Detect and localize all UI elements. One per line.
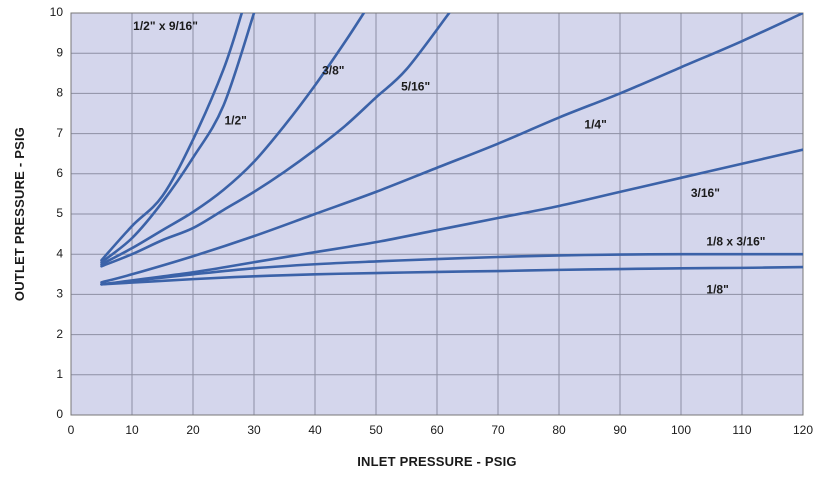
x-axis-title: INLET PRESSURE - PSIG xyxy=(357,454,517,469)
series-line-5 xyxy=(100,148,803,286)
y-tick-label: 8 xyxy=(56,86,63,100)
y-tick-label: 0 xyxy=(56,407,63,421)
x-tick-label: 100 xyxy=(671,423,691,437)
y-tick-label: 9 xyxy=(56,45,63,59)
series-line-4 xyxy=(100,13,803,284)
y-tick-label: 5 xyxy=(56,206,63,220)
x-tick-label: 120 xyxy=(793,423,813,437)
y-tick-label: 3 xyxy=(56,287,63,301)
series-line-7 xyxy=(100,265,803,286)
x-tick-label: 50 xyxy=(369,423,383,437)
series-label: 1/8 x 3/16" xyxy=(706,234,765,248)
x-tick-label: 80 xyxy=(552,423,566,437)
x-tick-label: 70 xyxy=(491,423,505,437)
series-label: 1/8" xyxy=(706,283,728,297)
series-line-6 xyxy=(100,252,803,286)
series-line-3 xyxy=(100,13,451,268)
x-tick-label: 90 xyxy=(613,423,627,437)
series-label: 1/2" x 9/16" xyxy=(133,19,198,33)
plot-frame xyxy=(70,12,804,416)
x-tick-label: 30 xyxy=(247,423,261,437)
y-tick-label: 2 xyxy=(56,327,63,341)
x-tick-label: 0 xyxy=(68,423,75,437)
series-label: 5/16" xyxy=(401,80,430,94)
series-line-0 xyxy=(100,13,244,262)
series-label: 1/2" xyxy=(225,114,247,128)
series-label: 1/4" xyxy=(584,118,606,132)
y-tick-label: 7 xyxy=(56,126,63,140)
series-label: 3/16" xyxy=(691,186,720,200)
x-tick-label: 110 xyxy=(732,423,751,437)
x-tick-label: 10 xyxy=(125,423,139,437)
x-tick-label: 20 xyxy=(186,423,200,437)
y-axis-title: OUTLET PRESSURE - PSIG xyxy=(12,127,27,301)
y-tick-label: 6 xyxy=(56,166,63,180)
series-line-1 xyxy=(100,13,256,264)
x-tick-label: 60 xyxy=(430,423,444,437)
x-tick-label: 40 xyxy=(308,423,322,437)
y-tick-label: 1 xyxy=(56,367,63,381)
y-tick-label: 10 xyxy=(50,5,64,19)
series-line-2 xyxy=(100,13,366,266)
y-tick-label: 4 xyxy=(56,246,63,260)
series-label: 3/8" xyxy=(322,63,344,77)
